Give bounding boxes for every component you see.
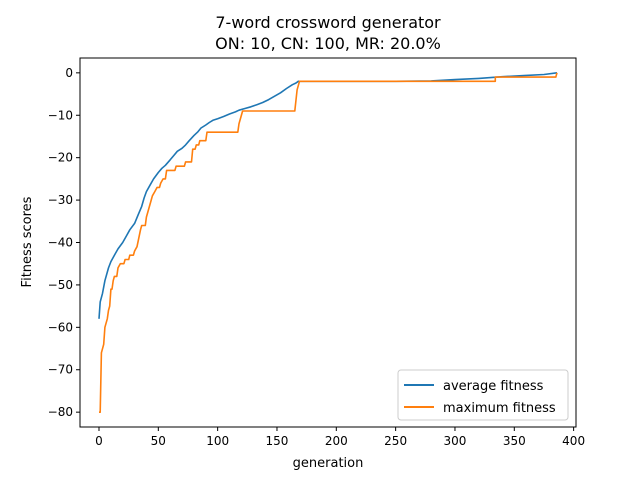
y-tick-label: −70 — [48, 363, 73, 377]
y-tick-label: −20 — [48, 151, 73, 165]
x-axis: 0 50 100 150 200 250 300 350 400 — [95, 427, 585, 448]
x-tick-label: 400 — [562, 434, 585, 448]
series-layer — [98, 72, 558, 414]
series-line-maximum-fitness — [99, 72, 558, 414]
y-tick-label: −80 — [48, 405, 73, 419]
x-tick-label: 150 — [266, 434, 289, 448]
legend-box — [397, 369, 569, 421]
legend: average fitness maximum fitness — [397, 369, 569, 421]
y-axis: 0 −10 −20 −30 −40 −50 −60 −70 −80 — [48, 66, 80, 419]
legend-label-average-fitness: average fitness — [443, 379, 544, 394]
y-tick-label: −60 — [48, 320, 73, 334]
y-tick-label: −50 — [48, 278, 73, 292]
chart-title-line-2: ON: 10, CN: 100, MR: 20.0% — [215, 34, 441, 53]
y-tick-label: −10 — [48, 108, 73, 122]
y-axis-label: Fitness scores — [20, 196, 35, 287]
x-tick-label: 100 — [206, 434, 229, 448]
x-tick-label: 350 — [503, 434, 526, 448]
chart-title-line-1: 7-word crossword generator — [215, 13, 441, 32]
x-tick-label: 250 — [384, 434, 407, 448]
x-tick-label: 300 — [444, 434, 467, 448]
y-tick-label: 0 — [65, 66, 73, 80]
x-tick-label: 50 — [151, 434, 166, 448]
legend-label-maximum-fitness: maximum fitness — [443, 401, 556, 416]
x-axis-label: generation — [293, 456, 364, 471]
y-tick-label: −30 — [48, 193, 73, 207]
x-tick-label: 0 — [95, 434, 103, 448]
x-tick-label: 200 — [325, 434, 348, 448]
series-line-average-fitness — [98, 72, 558, 319]
y-tick-label: −40 — [48, 236, 73, 250]
